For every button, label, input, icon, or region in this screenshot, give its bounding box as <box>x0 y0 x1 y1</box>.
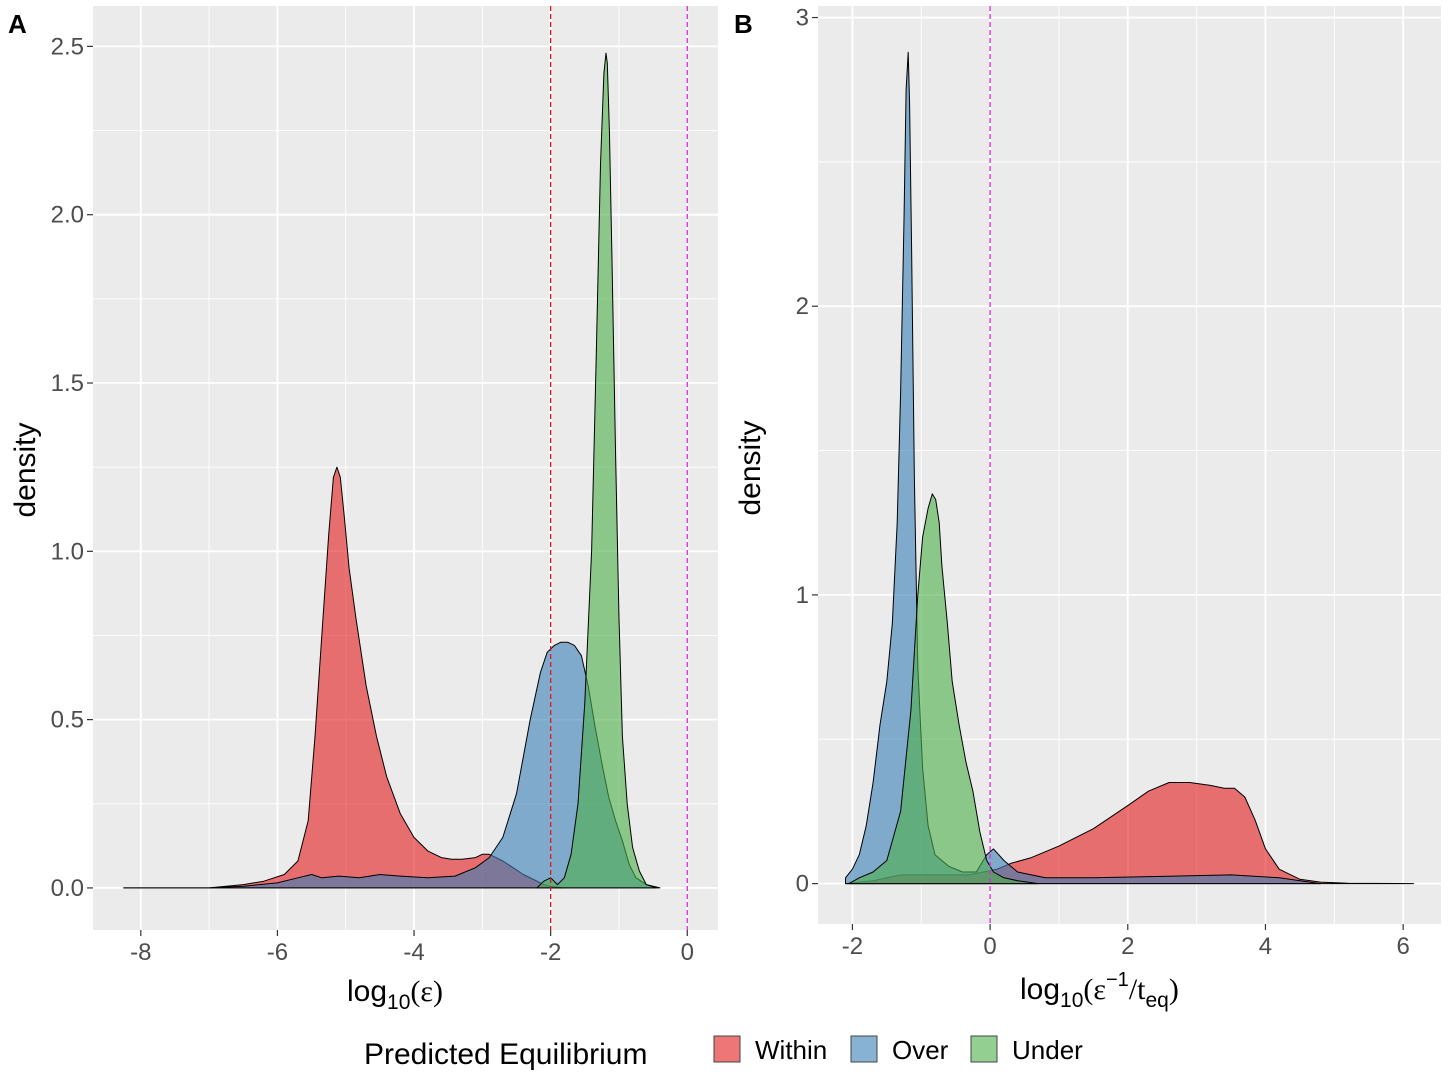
x-tick-label: 4 <box>1259 933 1272 960</box>
x-axis-title-b-sub: 10 <box>1060 989 1083 1012</box>
y-tick-label: 0.0 <box>51 875 84 902</box>
density-area-under <box>536 52 657 889</box>
x-axis-title-a-main: log <box>347 975 387 1008</box>
panel-a: -8 -6 -4 -2 0 0.0 0.5 1.0 1.5 2.0 2.5 A density lo… <box>8 6 718 1014</box>
legend-key-under <box>970 1035 998 1063</box>
panel-tag-a: A <box>8 9 27 39</box>
y-axis-title-a: density <box>9 422 42 517</box>
legend-key-over <box>850 1035 878 1063</box>
x-tick-label: 2 <box>1121 933 1134 960</box>
density-series-a <box>123 52 661 889</box>
ticks-b: -2 0 2 4 6 0 1 2 3 <box>796 5 1410 960</box>
x-axis-title-b-sup: −1 <box>1106 969 1129 991</box>
x-tick-label: 6 <box>1396 933 1409 960</box>
x-tick-label: -8 <box>130 939 151 966</box>
x-axis-title-b-open: (ε <box>1083 973 1106 1006</box>
legend-title: Predicted Equilibrium <box>364 1038 647 1071</box>
panel-b: -2 0 2 4 6 0 1 2 3 B density log10(ε−1/teq) <box>734 5 1441 1012</box>
legend: Predicted Equilibrium Within Over Under <box>364 1035 1083 1071</box>
legend-label-over: Over <box>892 1035 949 1065</box>
x-axis-title-b: log10(ε−1/teq) <box>1020 969 1179 1012</box>
y-tick-label: 2 <box>796 293 809 320</box>
x-axis-title-a-arg: (ε) <box>410 975 443 1008</box>
x-tick-label: -2 <box>842 933 863 960</box>
panel-tag-b: B <box>734 9 753 39</box>
x-tick-label: -4 <box>403 939 424 966</box>
y-tick-label: 2.5 <box>51 33 84 60</box>
x-tick-label: 0 <box>983 933 996 960</box>
y-axis-title-b: density <box>734 420 767 515</box>
y-tick-label: 2.0 <box>51 202 84 229</box>
y-tick-label: 1 <box>796 582 809 609</box>
x-axis-title-b-close: ) <box>1169 973 1179 1006</box>
legend-label-under: Under <box>1012 1035 1083 1065</box>
x-axis-title-a-sub: 10 <box>387 991 410 1014</box>
legend-label-within: Within <box>755 1035 827 1065</box>
x-tick-label: -6 <box>267 939 288 966</box>
y-tick-label: 0 <box>796 871 809 898</box>
x-axis-title-b-sub2: eq <box>1145 989 1168 1012</box>
density-area-under <box>848 493 1039 885</box>
y-tick-label: 1.5 <box>51 370 84 397</box>
x-axis-title-b-div: /t <box>1129 973 1146 1006</box>
x-tick-label: 0 <box>681 939 694 966</box>
reference-lines-a <box>550 6 688 930</box>
y-tick-label: 1.0 <box>51 538 84 565</box>
x-axis-title-b-main: log <box>1020 973 1060 1006</box>
y-tick-label: 0.5 <box>51 707 84 734</box>
y-tick-label: 3 <box>796 5 809 32</box>
x-axis-title-a: log10(ε) <box>347 975 443 1014</box>
ticks-a: -8 -6 -4 -2 0 0.0 0.5 1.0 1.5 2.0 2.5 <box>51 33 694 966</box>
x-tick-label: -2 <box>540 939 561 966</box>
legend-key-within <box>713 1035 741 1063</box>
density-series-b <box>845 51 1414 885</box>
